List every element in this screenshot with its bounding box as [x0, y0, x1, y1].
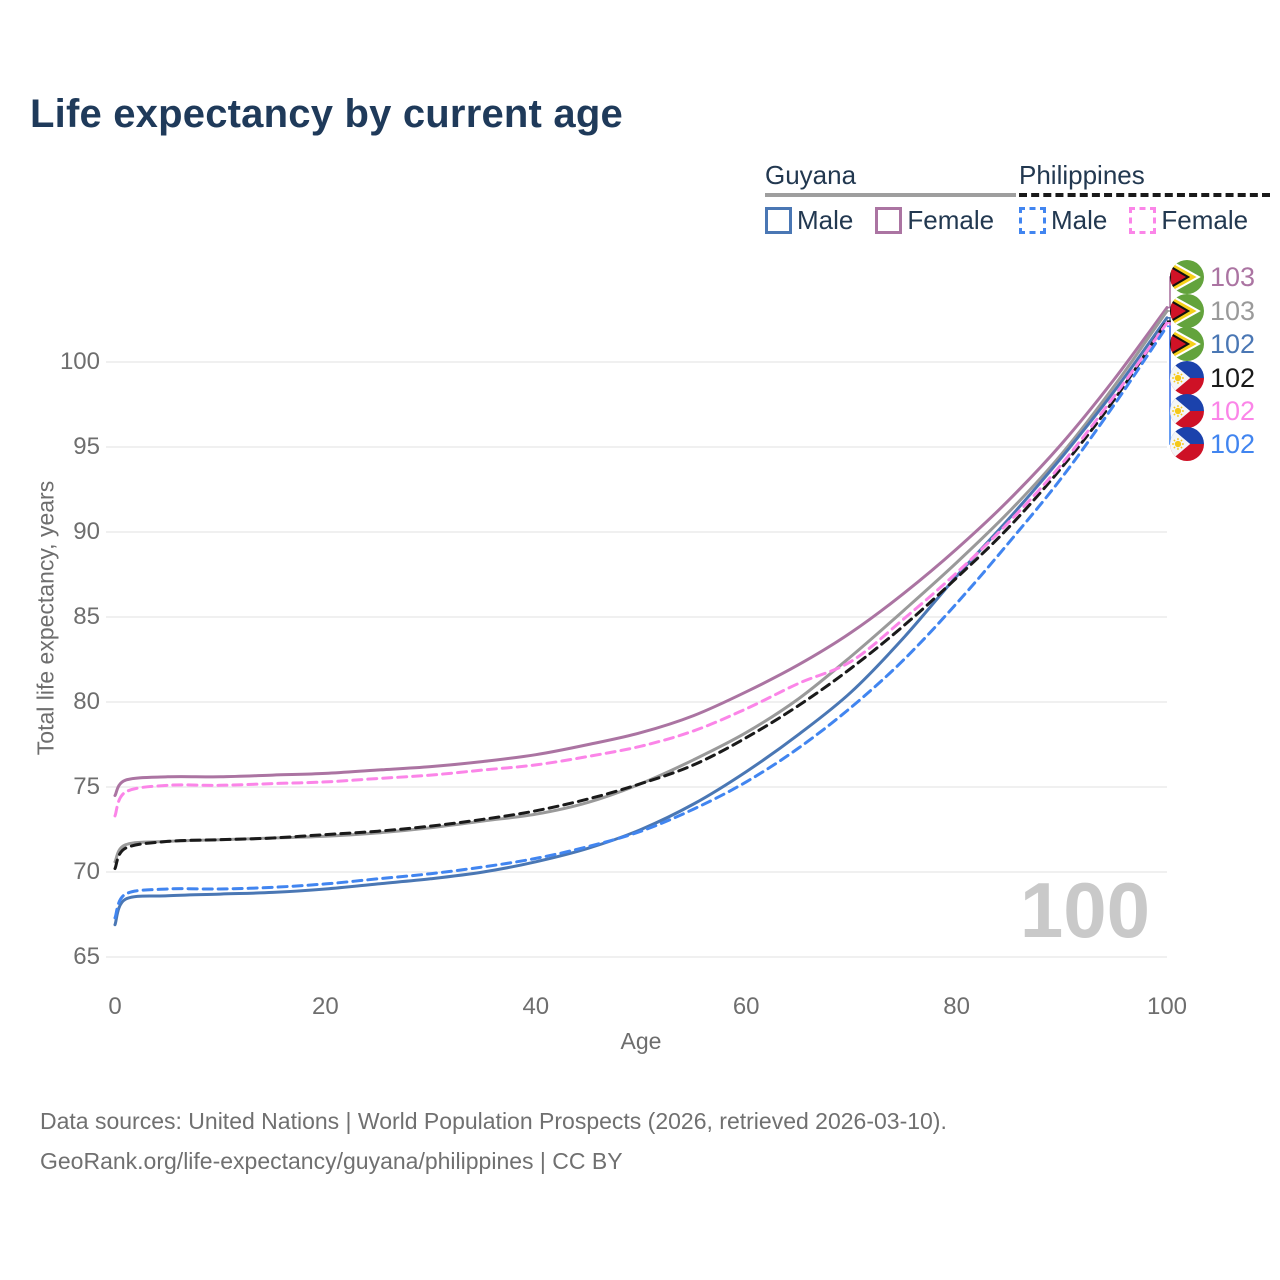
philippines-male-swatch-icon — [1019, 207, 1046, 234]
y-tick-label: 70 — [73, 858, 100, 885]
legend-item-guyana-female[interactable]: Female — [875, 205, 994, 236]
guyana-flag-icon — [1170, 327, 1204, 361]
guyana-solid-line-sample — [765, 193, 1017, 197]
series-line-philippines-male[interactable] — [113, 324, 1169, 920]
end-label-guyana-male[interactable]: 102 — [1170, 327, 1255, 361]
series-line-guyana-female[interactable] — [113, 306, 1169, 797]
series-line-guyana-male[interactable] — [113, 316, 1169, 927]
end-label-guyana-all[interactable]: 103 — [1170, 294, 1255, 328]
end-label-philippines-female[interactable]: 102 — [1170, 394, 1255, 428]
guyana-flag-icon — [1170, 294, 1204, 328]
philippines-flag-icon — [1170, 427, 1204, 461]
guyana-flag-icon — [1170, 260, 1204, 294]
series-line-philippines-female[interactable] — [113, 321, 1169, 818]
legend-group-philippines: Philippines Male Female — [1019, 160, 1271, 236]
x-tick-label: 100 — [1146, 993, 1188, 1020]
end-label-value: 102 — [1210, 428, 1256, 459]
philippines-flag-icon — [1170, 394, 1204, 428]
legend-item-label: Female — [907, 205, 995, 235]
x-tick-label: 20 — [312, 993, 339, 1020]
guyana-female-swatch-icon — [875, 207, 903, 234]
x-tick-label: 40 — [522, 993, 550, 1020]
x-tick-label: 60 — [732, 993, 760, 1020]
page-title: Life expectancy by current age — [30, 92, 623, 136]
end-label-philippines-all[interactable]: 102 — [1170, 361, 1255, 395]
footer-credit-link: GeoRank.org/life-expectancy/guyana/phili… — [40, 1148, 623, 1174]
philippines-dashed-line-sample — [1019, 193, 1271, 197]
y-tick-label: 100 — [59, 348, 100, 375]
end-label-value: 103 — [1210, 261, 1256, 292]
guyana-male-swatch-icon — [765, 207, 792, 234]
y-tick-label: 65 — [73, 943, 100, 970]
footer-data-sources: Data sources: United Nations | World Pop… — [40, 1108, 947, 1134]
series-line-philippines-all[interactable] — [113, 319, 1169, 871]
philippines-female-swatch-icon — [1129, 207, 1157, 234]
legend-item-philippines-male[interactable]: Male — [1019, 205, 1107, 236]
y-tick-label: 75 — [73, 773, 100, 800]
y-tick-label: 90 — [73, 518, 100, 545]
philippines-flag-icon — [1170, 361, 1204, 395]
y-tick-label: 80 — [73, 688, 100, 715]
x-tick-label: 0 — [108, 993, 122, 1020]
end-label-guyana-female[interactable]: 103 — [1170, 260, 1255, 294]
legend-country-guyana[interactable]: Guyana — [765, 160, 857, 190]
legend-item-guyana-male[interactable]: Male — [765, 205, 853, 236]
end-label-value: 102 — [1210, 395, 1256, 426]
end-label-value: 102 — [1210, 362, 1256, 393]
legend-country-philippines[interactable]: Philippines — [1019, 160, 1145, 190]
end-label-value: 103 — [1210, 295, 1256, 326]
legend-item-label: Female — [1161, 205, 1249, 235]
legend-item-label: Male — [1051, 205, 1108, 235]
hover-age-watermark: 100 — [1019, 866, 1150, 954]
series-line-guyana-all[interactable] — [113, 309, 1169, 864]
x-axis-title: Age — [620, 1028, 662, 1054]
y-tick-label: 85 — [73, 603, 100, 630]
legend-item-label: Male — [797, 205, 854, 235]
legend-group-guyana: Guyana Male Female — [765, 160, 1017, 236]
end-label-philippines-male[interactable]: 102 — [1170, 427, 1255, 461]
y-tick-label: 95 — [73, 433, 100, 460]
x-tick-label: 80 — [943, 993, 970, 1020]
y-axis-title: Total life expectancy, years — [32, 480, 59, 756]
end-label-value: 102 — [1210, 328, 1256, 359]
legend-item-philippines-female[interactable]: Female — [1129, 205, 1248, 236]
